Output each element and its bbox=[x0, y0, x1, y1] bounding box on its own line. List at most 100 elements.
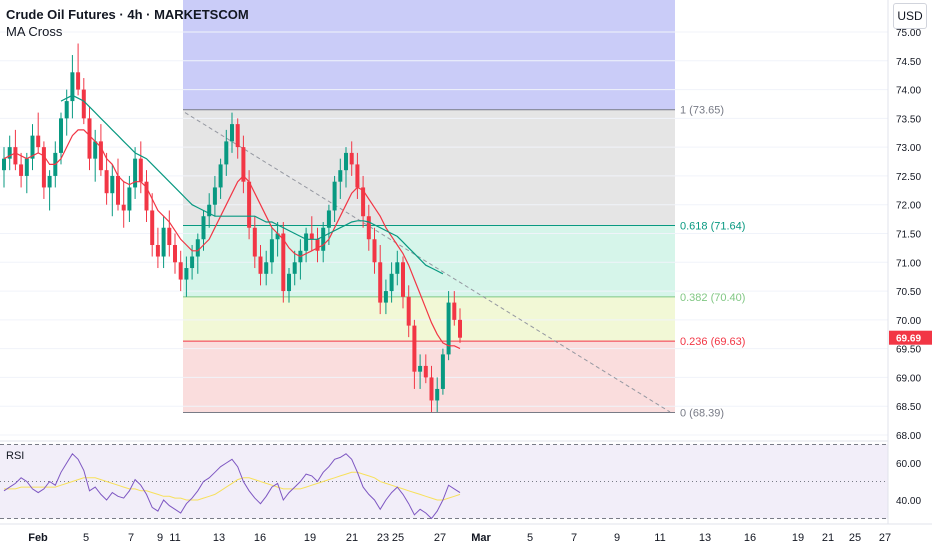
candle-body bbox=[269, 239, 274, 263]
fib-zone bbox=[183, 341, 675, 413]
time-tick: 13 bbox=[699, 532, 711, 544]
candle-body bbox=[366, 216, 371, 240]
rsi-tick: 60.00 bbox=[896, 459, 921, 470]
candle-body bbox=[423, 365, 428, 378]
candle-body bbox=[344, 152, 348, 171]
candle-body bbox=[338, 170, 343, 182]
candle-body bbox=[104, 170, 109, 194]
time-tick: 5 bbox=[83, 532, 89, 544]
chart-legend: Crude Oil Futures · 4h · MARKETSCOM MA C… bbox=[6, 6, 249, 40]
candle-body bbox=[406, 296, 411, 326]
candle-body bbox=[355, 164, 360, 188]
moving-averages bbox=[3, 94, 461, 350]
candle-body bbox=[184, 268, 189, 280]
ma-fast-line bbox=[3, 129, 461, 350]
price-tick: 71.50 bbox=[896, 230, 921, 241]
candle-body bbox=[383, 291, 388, 303]
fib-boxes bbox=[183, 0, 675, 413]
price-tick: 71.00 bbox=[896, 258, 921, 269]
range-box bbox=[183, 0, 675, 110]
price-tick: 73.50 bbox=[896, 114, 921, 125]
candle-body bbox=[70, 72, 75, 102]
candle-body bbox=[412, 325, 417, 372]
time-tick: 19 bbox=[304, 532, 316, 544]
grid bbox=[0, 31, 888, 436]
time-tick: 7 bbox=[128, 532, 134, 544]
time-tick: 11 bbox=[169, 532, 180, 544]
candle-body bbox=[190, 256, 195, 269]
candle-body bbox=[230, 124, 234, 142]
rsi-ma-line bbox=[4, 471, 461, 501]
candle-body bbox=[321, 227, 326, 251]
candle-body bbox=[440, 354, 445, 389]
candle-body bbox=[207, 204, 212, 217]
rsi-pane: RSI bbox=[0, 440, 888, 520]
candle-body bbox=[36, 135, 41, 148]
time-tick: 21 bbox=[822, 532, 834, 544]
price-axis[interactable]: 75.00 74.50 74.00 73.50 73.00 72.50 72.00 71.50… bbox=[887, 0, 932, 524]
candle-body bbox=[332, 181, 337, 211]
fib-label: 0 (68.39) bbox=[680, 408, 724, 420]
candle-body bbox=[429, 377, 434, 401]
fib-zone bbox=[183, 225, 675, 297]
candle-body bbox=[47, 175, 52, 188]
fib-zone bbox=[183, 296, 675, 342]
candle-body bbox=[173, 245, 177, 263]
time-tick: 27 bbox=[434, 532, 446, 544]
candle-body bbox=[372, 239, 377, 263]
time-tick: 25 bbox=[392, 532, 404, 544]
candle-body bbox=[218, 164, 223, 188]
price-tick: 73.00 bbox=[896, 143, 921, 154]
candle-body bbox=[452, 302, 457, 320]
candle-body bbox=[315, 239, 320, 251]
price-tick: 69.00 bbox=[896, 373, 921, 384]
price-tick: 74.00 bbox=[896, 86, 921, 97]
candle-body bbox=[24, 158, 29, 176]
candle-body bbox=[93, 141, 98, 159]
currency-button[interactable]: USD bbox=[893, 3, 927, 29]
candle-body bbox=[2, 158, 6, 171]
candle-body bbox=[212, 187, 217, 205]
ma-slow-line bbox=[60, 94, 444, 275]
time-axis[interactable]: Feb 5 7 9 11 13 16 19 21 23 25 27 Mar 5 7 9 11 13 16 19 21 25… bbox=[0, 523, 932, 544]
candle-body bbox=[224, 141, 229, 165]
candle-body bbox=[87, 118, 92, 159]
candle-body bbox=[167, 227, 172, 246]
candle-body bbox=[110, 175, 115, 194]
candle-body bbox=[98, 141, 103, 171]
candle-body bbox=[326, 210, 331, 228]
candle-body bbox=[195, 239, 200, 257]
candle-body bbox=[59, 118, 63, 153]
candle-body bbox=[304, 233, 309, 251]
candle-body bbox=[161, 227, 166, 257]
candle-body bbox=[418, 365, 423, 372]
candle-body bbox=[41, 147, 46, 188]
time-tick: 9 bbox=[157, 532, 163, 544]
candle-body bbox=[30, 135, 35, 159]
candle-body bbox=[349, 152, 354, 165]
time-tick: 21 bbox=[346, 532, 358, 544]
candle-body bbox=[144, 181, 149, 211]
candle-body bbox=[81, 89, 86, 119]
fib-label: 0.618 (71.64) bbox=[680, 220, 745, 232]
candle-body bbox=[7, 147, 12, 159]
indicator-label[interactable]: MA Cross bbox=[6, 24, 63, 39]
candle-body bbox=[389, 273, 394, 292]
time-tick: 5 bbox=[527, 532, 533, 544]
candles bbox=[2, 43, 462, 412]
candle-body bbox=[150, 210, 155, 246]
symbol-title[interactable]: Crude Oil Futures · 4h · MARKETSCOM bbox=[6, 7, 249, 22]
candle-body bbox=[252, 227, 257, 257]
candle-body bbox=[458, 319, 462, 338]
candle-body bbox=[287, 273, 291, 292]
candle-body bbox=[435, 388, 440, 401]
candle-body bbox=[116, 175, 120, 205]
time-tick: 27 bbox=[879, 532, 891, 544]
candle-body bbox=[13, 147, 18, 165]
candle-body bbox=[133, 158, 138, 188]
time-tick: 16 bbox=[744, 532, 756, 544]
fib-levels: 1 (73.65) 0.618 (71.64) 0.382 (70.40) 0.236… bbox=[183, 105, 745, 420]
trend-line bbox=[184, 112, 671, 413]
time-tick: 11 bbox=[654, 532, 665, 544]
